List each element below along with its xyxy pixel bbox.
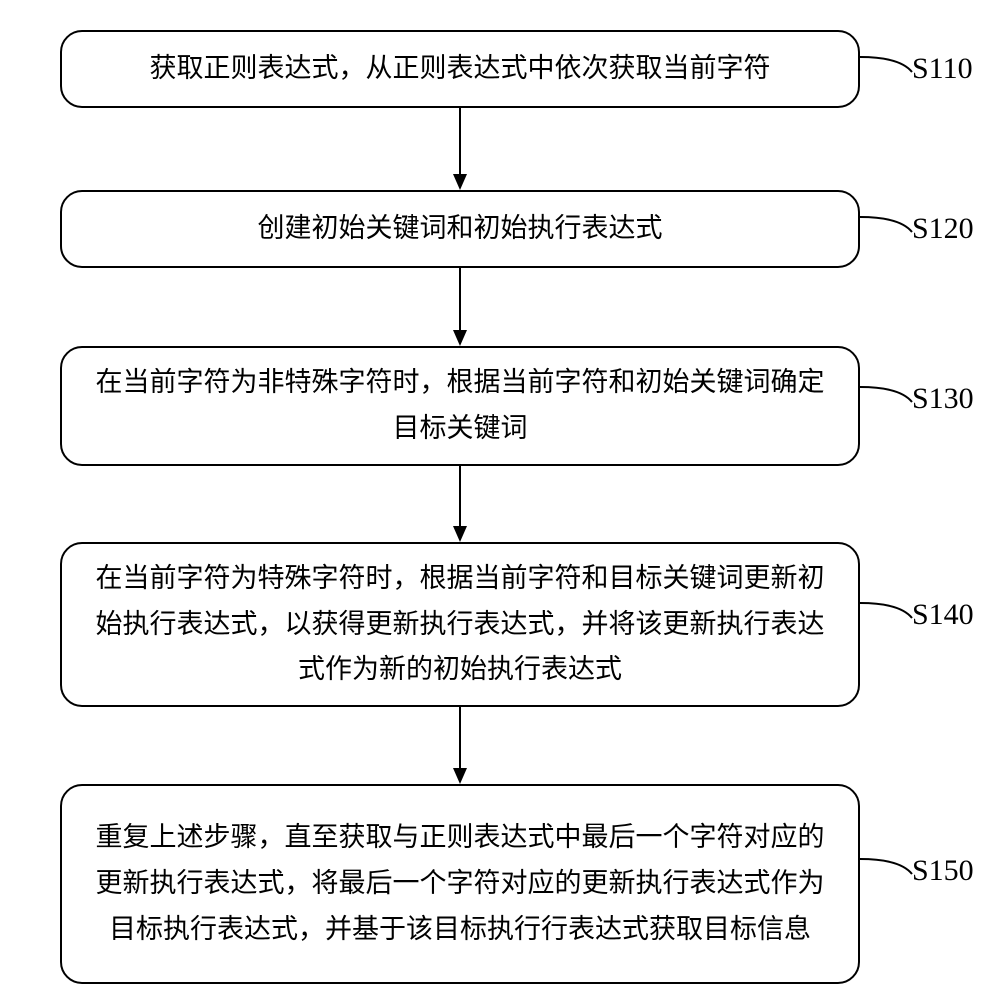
label-s150: S150: [912, 854, 974, 888]
step-text: 获取正则表达式，从正则表达式中依次获取当前字符: [150, 46, 771, 92]
connector-s150: [860, 852, 920, 882]
step-s110: 获取正则表达式，从正则表达式中依次获取当前字符: [60, 30, 860, 108]
arrow-3: [450, 466, 470, 542]
arrow-2: [450, 268, 470, 346]
connector-s130: [860, 380, 920, 410]
connector-s140: [860, 596, 920, 626]
connector-s120: [860, 210, 920, 240]
label-s110: S110: [912, 52, 973, 86]
label-s140: S140: [912, 598, 974, 632]
label-s120: S120: [912, 212, 974, 246]
step-s150: 重复上述步骤，直至获取与正则表达式中最后一个字符对应的更新执行表达式，将最后一个…: [60, 784, 860, 984]
arrow-1: [450, 108, 470, 190]
arrow-4: [450, 707, 470, 784]
step-s120: 创建初始关键词和初始执行表达式: [60, 190, 860, 268]
step-text: 在当前字符为非特殊字符时，根据当前字符和初始关键词确定目标关键词: [90, 360, 830, 452]
connector-s110: [860, 50, 920, 80]
step-text: 在当前字符为特殊字符时，根据当前字符和目标关键词更新初始执行表达式，以获得更新执…: [90, 556, 830, 694]
step-s140: 在当前字符为特殊字符时，根据当前字符和目标关键词更新初始执行表达式，以获得更新执…: [60, 542, 860, 707]
step-text: 重复上述步骤，直至获取与正则表达式中最后一个字符对应的更新执行表达式，将最后一个…: [90, 815, 830, 953]
step-text: 创建初始关键词和初始执行表达式: [258, 206, 663, 252]
label-s130: S130: [912, 382, 974, 416]
step-s130: 在当前字符为非特殊字符时，根据当前字符和初始关键词确定目标关键词: [60, 346, 860, 466]
